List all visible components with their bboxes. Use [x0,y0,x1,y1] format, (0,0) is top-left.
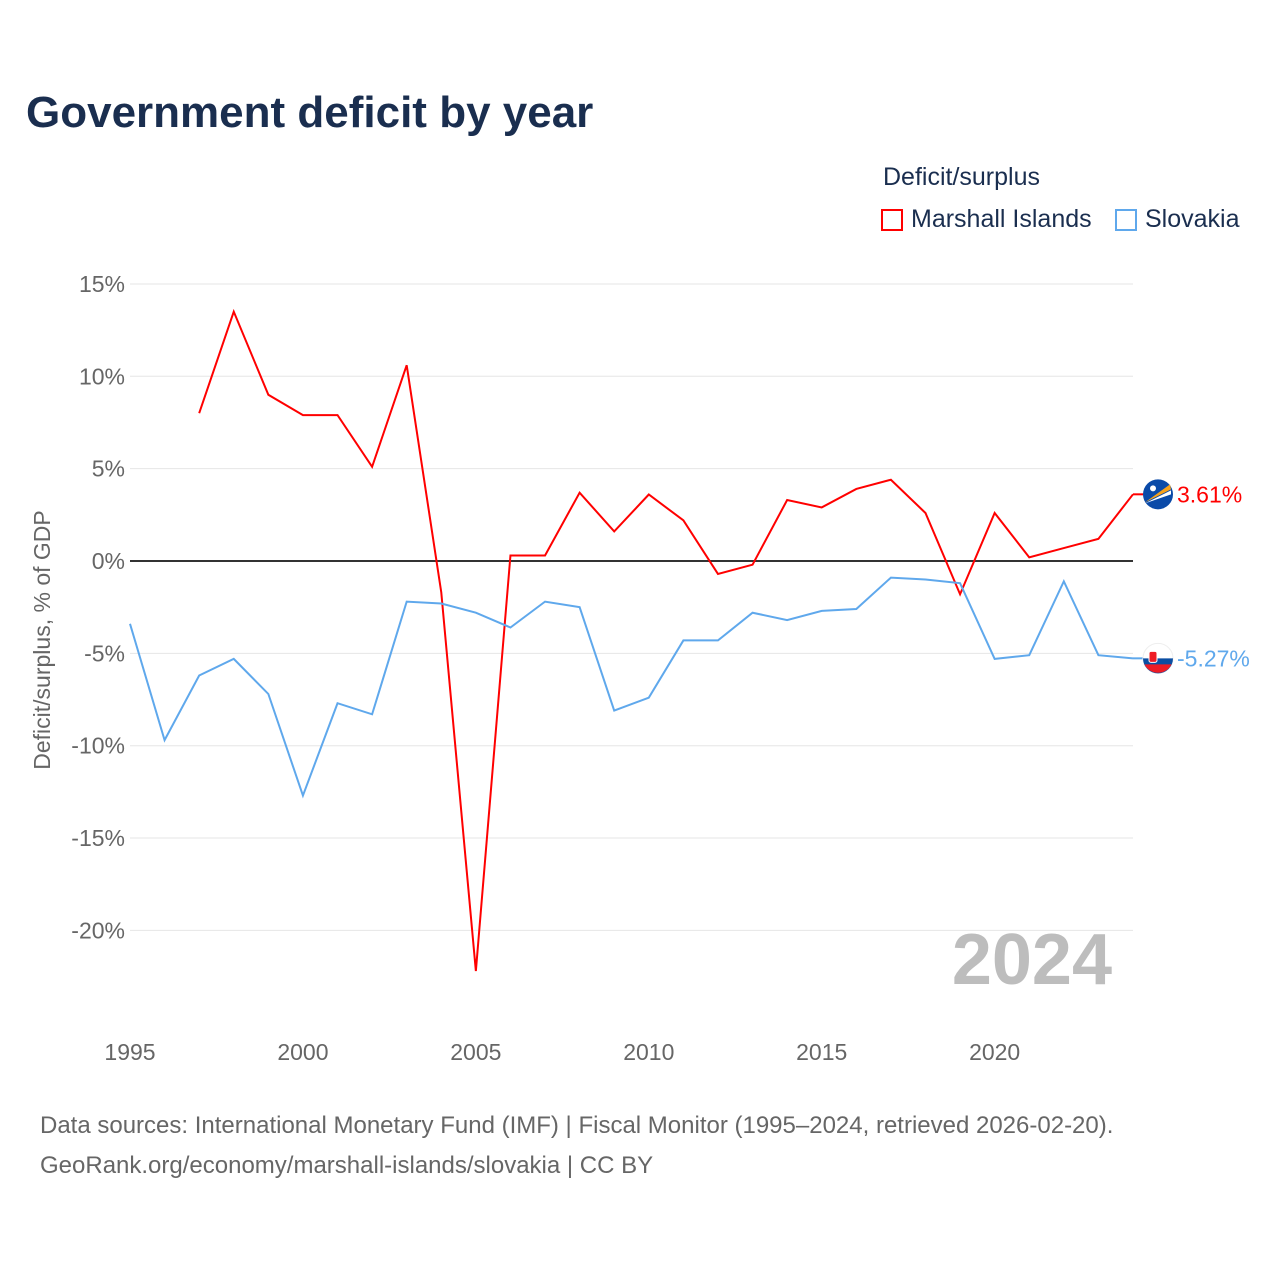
chart-title: Government deficit by year [26,88,594,137]
legend-swatch [1115,208,1137,231]
legend-item-marshall-islands[interactable]: Marshall Islands [881,205,1092,234]
series-line-marshall-islands [198,308,1134,972]
y-tick-label: 0% [92,548,125,574]
y-tick-label: 10% [79,363,125,389]
legend-label: Slovakia [1145,205,1240,233]
flag-stripe [1145,490,1171,504]
x-tick-label: 2000 [277,1039,328,1065]
year-watermark: 2024 [952,920,1112,1000]
flag-shield [1148,650,1158,663]
legend-title: Deficit/surplus [883,163,1040,191]
source-url[interactable]: GeoRank.org/economy/marshall-islands/slo… [40,1152,654,1179]
y-tick-label: -10% [71,733,125,759]
y-tick-label: -20% [71,917,125,943]
y-tick-label: 5% [92,456,125,482]
x-tick-label: 2020 [969,1039,1020,1065]
footer: Data sources: International Monetary Fun… [40,1106,1113,1186]
x-tick-label: 1995 [104,1039,155,1065]
end-value-label: 3.61% [1177,481,1242,507]
legend-label: Marshall Islands [911,205,1092,233]
y-tick-label: 15% [79,271,125,297]
x-tick-label: 2005 [450,1039,501,1065]
legend-item-slovakia[interactable]: Slovakia [1115,205,1240,234]
y-tick-label: -15% [71,825,125,851]
x-tick-label: 2010 [623,1039,674,1065]
flag-star [1150,485,1156,492]
y-axis-label: Deficit/surplus, % of GDP [29,510,55,769]
series-line-slovakia [129,576,1134,799]
legend-swatch [881,208,903,231]
x-tick-label: 2015 [796,1039,847,1065]
source-text: Data sources: International Monetary Fun… [40,1112,1114,1139]
flag-stripe [1144,664,1172,673]
flag-stripe [1145,484,1171,503]
end-value-label: -5.27% [1177,645,1250,671]
y-tick-label: -5% [84,640,125,666]
